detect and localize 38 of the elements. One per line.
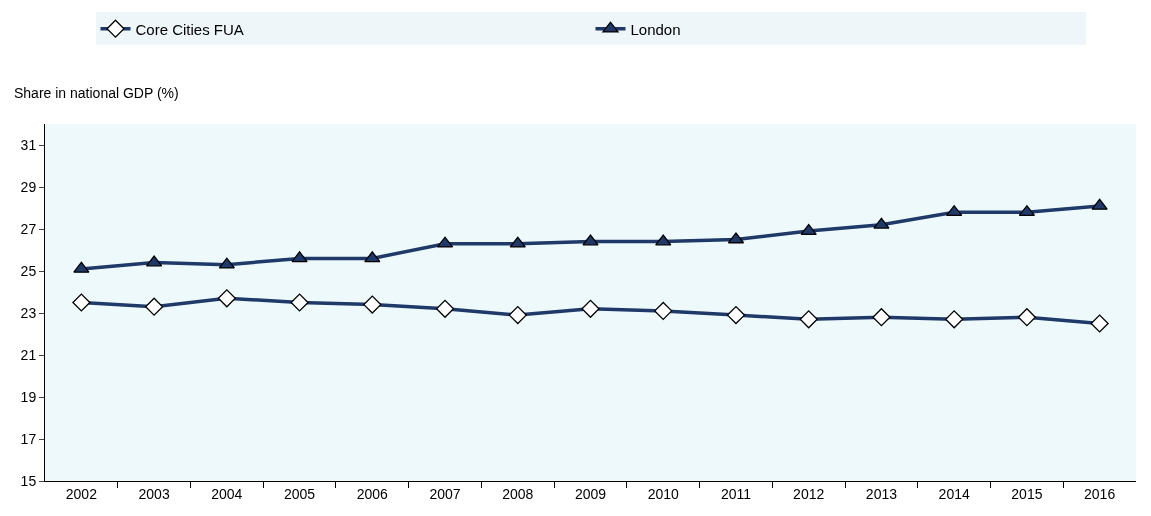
y-tick-label: 29 xyxy=(20,178,37,195)
point xyxy=(1091,198,1108,210)
y-tick-label: 25 xyxy=(20,262,37,279)
x-tick-label: 2009 xyxy=(574,485,607,502)
point xyxy=(364,251,381,263)
x-tick-label: 2015 xyxy=(1011,485,1043,502)
x-tick-label: 2016 xyxy=(1084,485,1116,502)
x-tick-label: 2004 xyxy=(211,485,243,502)
x-tick-label: 2011 xyxy=(720,485,752,502)
x-tick-label: 2005 xyxy=(283,485,316,502)
x-tick-label: 2010 xyxy=(647,485,680,502)
x-tick-label: 2003 xyxy=(138,485,170,502)
y-tick-label: 31 xyxy=(20,136,37,153)
y-tick-label: 15 xyxy=(20,472,37,489)
x-tick-label: 2008 xyxy=(502,485,534,502)
point xyxy=(73,261,90,273)
x-tick-label: 2013 xyxy=(865,485,898,502)
legend-label: Core Cities FUA xyxy=(135,20,244,38)
y-tick-label: 17 xyxy=(20,430,37,447)
point xyxy=(291,251,308,263)
x-tick-label: 2002 xyxy=(65,485,98,502)
point xyxy=(946,205,963,217)
point xyxy=(582,234,599,246)
point xyxy=(873,217,890,229)
y-tick-label: 23 xyxy=(20,304,37,321)
y-axis-title: Share in national GDP (%) xyxy=(14,85,179,101)
x-tick-label: 2012 xyxy=(793,485,825,502)
point xyxy=(800,223,817,235)
y-tick-label: 21 xyxy=(20,346,37,363)
x-tick-label: 2006 xyxy=(356,485,389,502)
point xyxy=(655,234,672,246)
point xyxy=(218,257,235,269)
legend-label: London xyxy=(630,20,681,38)
y-tick-label: 19 xyxy=(20,388,37,405)
point xyxy=(509,236,526,248)
x-tick-label: 2007 xyxy=(429,485,461,502)
x-tick-label: 2014 xyxy=(938,485,970,502)
y-tick-label: 27 xyxy=(20,220,37,237)
